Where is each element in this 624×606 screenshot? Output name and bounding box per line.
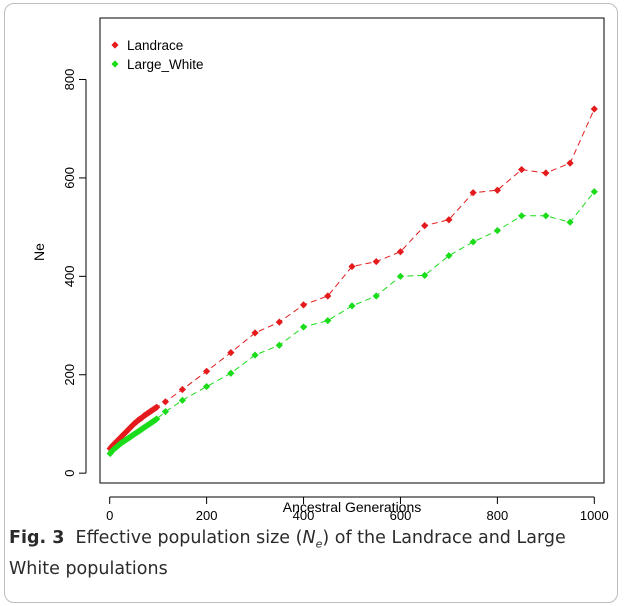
data-point-1-41	[348, 302, 356, 310]
data-point-1-40	[324, 317, 332, 325]
data-point-0-33	[161, 398, 170, 406]
data-point-0-36	[227, 349, 235, 357]
data-point-0-43	[396, 248, 405, 256]
figure-caption: Fig. 3 Effective population size (Ne) of…	[9, 526, 609, 582]
x-axis-label: Ancestral Generations	[283, 499, 422, 515]
data-point-0-44	[421, 222, 429, 230]
x-tick-label-2: 400	[293, 508, 315, 520]
data-point-1-33	[161, 408, 170, 416]
data-point-0-40	[324, 292, 332, 300]
series-1	[106, 188, 598, 458]
series-layer	[106, 105, 598, 458]
legend-marker-0	[111, 41, 119, 49]
x-tick-label-0: 0	[106, 508, 113, 520]
y-tick-label-3: 600	[62, 167, 77, 189]
data-point-0-50	[566, 159, 574, 167]
data-point-1-45	[445, 252, 453, 260]
caption-label: Fig. 3	[9, 528, 65, 548]
data-point-1-42	[372, 292, 380, 300]
x-tick-label-1: 200	[196, 508, 218, 520]
caption-text-after: ) of the Landrace and Large White popula…	[9, 528, 566, 579]
series-0	[106, 105, 598, 453]
data-point-0-45	[445, 216, 453, 224]
data-point-1-47	[493, 226, 501, 235]
y-axis-label: Ne	[31, 243, 47, 261]
data-point-1-44	[421, 271, 429, 279]
data-point-1-36	[227, 369, 235, 377]
chart: 0 200 400 600 800 1000 0 200 400 600 800 Landrace…	[31, 17, 609, 520]
caption-ne-letter: N	[302, 528, 316, 548]
y-tick-label-0: 0	[62, 470, 77, 477]
figure-frame	[4, 3, 618, 603]
data-point-1-48	[518, 212, 526, 220]
plot-box	[99, 17, 605, 484]
data-point-0-34	[178, 385, 186, 394]
data-point-0-41	[348, 262, 356, 271]
y-tick-label-4: 800	[62, 69, 77, 91]
x-tick-label-5: 1000	[580, 508, 609, 520]
x-tick-label-4: 800	[487, 508, 509, 520]
x-tick-label-3: 600	[390, 508, 412, 520]
caption-ne-subscript: e	[315, 537, 323, 551]
data-point-1-32	[153, 415, 161, 423]
legend-label-0: Landrace	[127, 38, 183, 53]
data-point-0-37	[251, 329, 259, 337]
data-point-0-38	[275, 318, 283, 326]
data-point-1-50	[566, 218, 574, 226]
data-point-1-37	[251, 351, 259, 359]
data-point-1-43	[396, 272, 405, 280]
data-point-0-47	[493, 186, 501, 194]
data-point-1-46	[469, 238, 477, 246]
data-point-1-51	[590, 188, 598, 196]
data-point-1-49	[542, 212, 550, 220]
data-point-0-35	[203, 367, 211, 375]
legend-marker-1	[111, 60, 119, 68]
data-point-0-39	[299, 301, 308, 309]
caption-ne-symbol: Ne	[302, 528, 323, 551]
y-tick-label-2: 400	[62, 265, 77, 287]
data-point-0-46	[469, 189, 477, 197]
series-line-1	[109, 191, 595, 454]
data-point-1-39	[299, 323, 308, 331]
data-point-1-35	[203, 382, 211, 391]
data-point-0-49	[542, 169, 550, 177]
data-point-0-48	[518, 165, 526, 174]
y-tick-label-1: 200	[62, 364, 77, 386]
data-point-0-42	[372, 257, 380, 266]
caption-text-before: Effective population size (	[75, 528, 303, 548]
data-point-0-32	[153, 403, 161, 411]
legend: Landrace Large_White	[111, 38, 204, 72]
legend-label-1: Large_White	[127, 57, 204, 72]
data-point-1-34	[178, 396, 186, 404]
data-point-1-38	[275, 341, 283, 349]
y-axis: 0 200 400 600 800	[62, 69, 87, 477]
data-point-0-51	[590, 105, 598, 113]
x-axis: 0 200 400 600 800 1000	[106, 496, 609, 520]
